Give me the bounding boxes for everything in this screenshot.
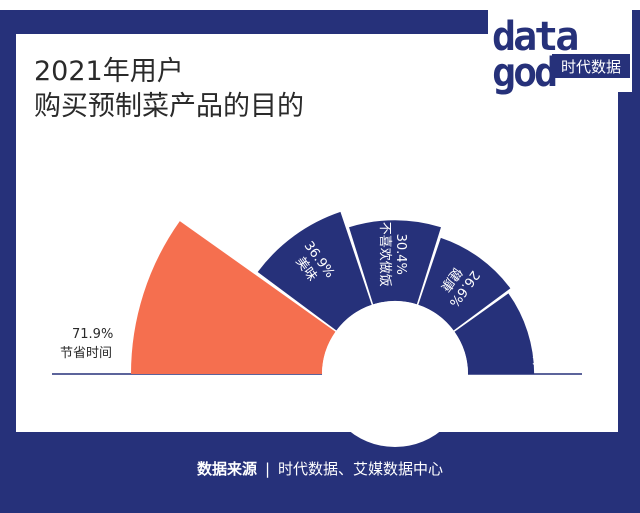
footer-bar xyxy=(0,432,640,513)
slice-label-4: 24.9% 不会做饭 xyxy=(532,339,584,371)
logo-brand-box xyxy=(552,54,630,78)
source-label: 数据来源 xyxy=(196,460,257,478)
logo: data god 时代数据 xyxy=(488,8,632,96)
slice-value-0: 71.9% xyxy=(72,327,113,342)
center-hole xyxy=(322,301,468,447)
slices xyxy=(131,211,535,374)
slice-label-2: 30.4%不喜欢做饭 xyxy=(377,222,408,287)
logo-mark-bottom: god xyxy=(492,50,556,96)
slice-value-2: 30.4% xyxy=(393,234,408,275)
slice-3 xyxy=(418,237,511,331)
frame-left-bar xyxy=(0,10,16,513)
slice-2 xyxy=(349,220,441,305)
slice-category-4: 不会做饭 xyxy=(532,356,584,371)
slice-1 xyxy=(257,211,372,331)
frame-right-bar xyxy=(618,10,640,513)
title-line-1: 2021年用户 xyxy=(34,56,184,87)
logo-brand-text: 时代数据 xyxy=(561,58,621,76)
slice-value-4: 24.9% xyxy=(537,339,578,354)
logo-mark-top: data xyxy=(492,14,577,60)
slice-category-0: 节省时间 xyxy=(60,346,112,361)
title-line-2: 购买预制菜产品的目的 xyxy=(34,91,304,122)
source-text: 时代数据、艾媒数据中心 xyxy=(278,460,444,478)
source-footer: 数据来源 | 时代数据、艾媒数据中心 xyxy=(0,458,640,479)
chart-title: 2021年用户 购买预制菜产品的目的 xyxy=(34,54,304,124)
source-separator: | xyxy=(264,460,271,478)
slice-0 xyxy=(131,221,336,374)
slice-4 xyxy=(454,293,535,374)
slice-category-2: 不喜欢做饭 xyxy=(377,222,392,287)
slice-label-0: 71.9% 节省时间 xyxy=(60,327,113,361)
